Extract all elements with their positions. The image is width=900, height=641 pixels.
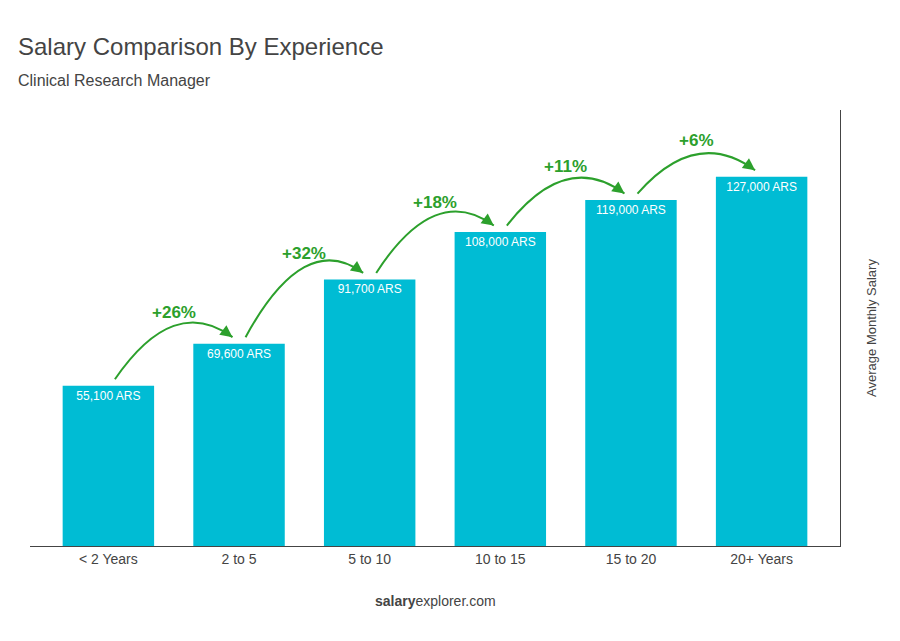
svg-text:15 to 20: 15 to 20 <box>606 551 657 567</box>
svg-text:+18%: +18% <box>413 193 457 212</box>
svg-text:108,000 ARS: 108,000 ARS <box>465 235 536 249</box>
svg-text:10 to 15: 10 to 15 <box>475 551 526 567</box>
svg-text:5 to 10: 5 to 10 <box>348 551 391 567</box>
svg-text:119,000 ARS: 119,000 ARS <box>596 203 666 217</box>
svg-text:2 to 5: 2 to 5 <box>222 551 257 567</box>
svg-text:+6%: +6% <box>679 131 714 150</box>
svg-text:20+ Years: 20+ Years <box>730 551 793 567</box>
svg-text:69,600 ARS: 69,600 ARS <box>207 347 271 361</box>
svg-text:Clinical Research Manager: Clinical Research Manager <box>18 72 211 89</box>
svg-text:+11%: +11% <box>544 157 587 176</box>
svg-text:< 2 Years: < 2 Years <box>79 551 138 567</box>
svg-text:127,000 ARS: 127,000 ARS <box>726 180 797 194</box>
svg-text:+32%: +32% <box>282 244 326 263</box>
svg-text:+26%: +26% <box>152 303 196 322</box>
svg-text:Average Monthly Salary: Average Monthly Salary <box>864 259 879 397</box>
svg-text:91,700 ARS: 91,700 ARS <box>338 282 402 296</box>
svg-text:55,100 ARS: 55,100 ARS <box>76 389 140 403</box>
svg-text:Salary Comparison By Experienc: Salary Comparison By Experience <box>18 33 384 60</box>
svg-text:salaryexplorer.com: salaryexplorer.com <box>375 593 496 609</box>
